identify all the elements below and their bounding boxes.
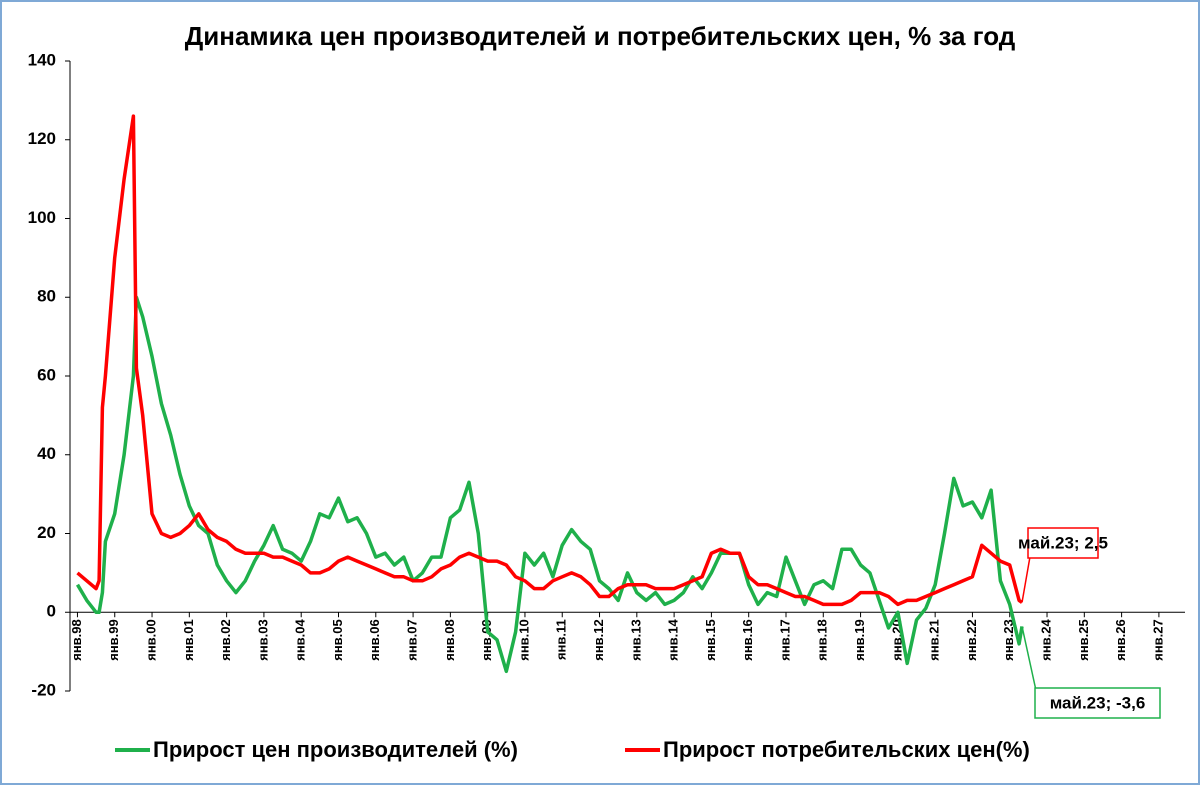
x-tick-label: янв.26 [1113, 619, 1128, 661]
x-tick-label: янв.27 [1150, 619, 1165, 661]
annotation: май.23; -3,6 [1050, 693, 1146, 712]
y-tick-label: 140 [28, 50, 56, 69]
x-tick-label: янв.16 [740, 619, 755, 661]
x-tick-label: янв.13 [628, 619, 643, 661]
series-line [76, 114, 1023, 607]
x-tick-label: янв.21 [927, 619, 942, 661]
y-tick-label: 20 [37, 523, 56, 542]
x-tick-label: янв.17 [777, 619, 792, 661]
x-tick-label: янв.04 [293, 618, 308, 660]
x-tick-label: янв.02 [218, 619, 233, 661]
x-tick-label: янв.01 [181, 619, 196, 661]
x-tick-label: янв.00 [143, 619, 158, 661]
x-tick-label: янв.99 [106, 619, 121, 661]
annotation: май.23; 2,5 [1018, 533, 1108, 552]
x-tick-label: янв.05 [330, 619, 345, 661]
chart-title: Динамика цен производителей и потребител… [185, 21, 1016, 51]
x-tick-label: янв.23 [1001, 619, 1016, 661]
x-tick-label: янв.14 [666, 618, 681, 660]
x-tick-label: янв.15 [703, 619, 718, 661]
y-tick-label: 80 [37, 287, 56, 306]
x-tick-label: янв.98 [69, 619, 84, 661]
y-tick-label: 60 [37, 365, 56, 384]
x-tick-label: янв.24 [1038, 618, 1053, 660]
y-tick-label: 40 [37, 444, 56, 463]
x-tick-label: янв.10 [516, 619, 531, 661]
x-tick-label: янв.08 [442, 619, 457, 661]
legend-label: Прирост цен производителей (%) [153, 737, 518, 762]
y-tick-label: 0 [47, 602, 56, 621]
annotation-box [1027, 527, 1099, 559]
x-tick-label: янв.11 [554, 619, 569, 660]
y-tick-label: 120 [28, 129, 56, 148]
x-tick-label: янв.18 [815, 619, 830, 661]
legend-label: Прирост потребительских цен(%) [663, 737, 1030, 762]
x-tick-label: янв.07 [405, 619, 420, 661]
x-tick-label: янв.25 [1076, 619, 1091, 661]
annotation-box [1034, 687, 1161, 719]
x-tick-label: янв.03 [255, 619, 270, 661]
x-tick-label: янв.06 [367, 619, 382, 661]
x-tick-label: янв.12 [591, 619, 606, 661]
y-tick-label: 100 [28, 208, 56, 227]
x-tick-label: янв.22 [964, 619, 979, 661]
x-tick-label: янв.09 [479, 619, 494, 661]
series-line [75, 295, 1024, 674]
x-tick-label: янв.19 [852, 619, 867, 661]
y-tick-label: -20 [31, 680, 56, 699]
